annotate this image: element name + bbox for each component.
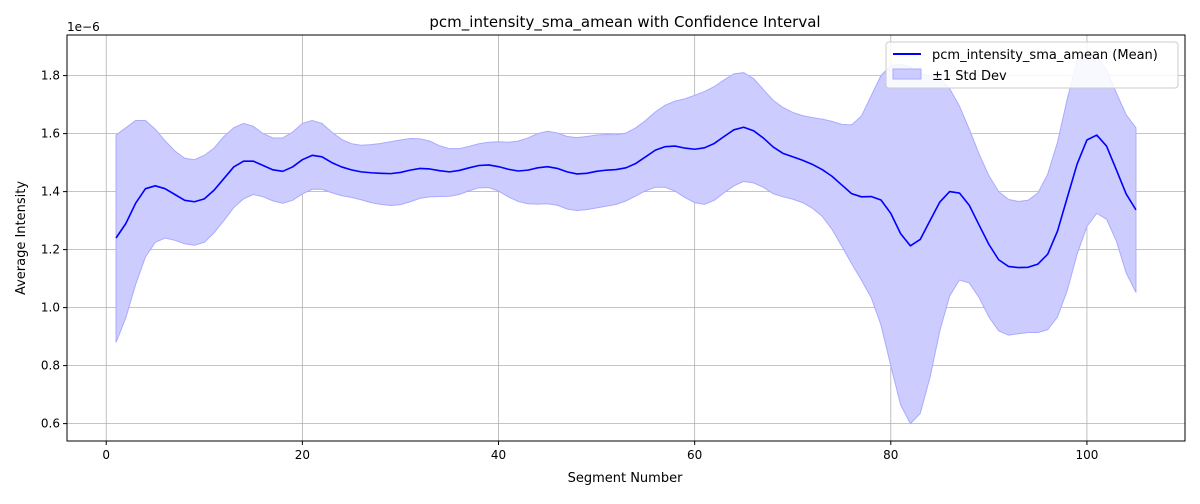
y-tick-label: 1.2 [41, 243, 60, 257]
line-layer [115, 126, 1137, 269]
y-tick-label: 0.8 [41, 359, 60, 373]
x-tick-label: 80 [883, 448, 898, 462]
std-dev-band [115, 50, 1137, 425]
x-axis-label: Segment Number [568, 471, 684, 486]
legend-label-mean: pcm_intensity_sma_amean (Mean) [932, 48, 1158, 63]
legend-label-band: ±1 Std Dev [932, 69, 1007, 84]
x-tick-label: 20 [295, 448, 310, 462]
x-tick-label: 60 [687, 448, 702, 462]
chart-title: pcm_intensity_sma_amean with Confidence … [429, 13, 820, 32]
legend: pcm_intensity_sma_amean (Mean) ±1 Std De… [885, 41, 1179, 89]
x-tick-label: 40 [491, 448, 506, 462]
plot-frame [66, 34, 1186, 442]
y-scale-label: 1e−6 [67, 20, 100, 34]
y-tick-label: 1.8 [41, 69, 60, 83]
y-tick-label: 1.0 [41, 301, 60, 315]
x-tick-label: 0 [102, 448, 110, 462]
legend-swatch-band [892, 68, 922, 80]
y-axis-label: Average Intensity [14, 181, 29, 295]
mean-line [115, 126, 1137, 269]
x-tick-label: 100 [1075, 448, 1098, 462]
band-layer [115, 50, 1137, 425]
tick-layer: 0 20 40 60 80 100 0.6 0.8 1.0 1.2 1.4 1.6 1.8 [41, 69, 1098, 462]
y-tick-label: 1.6 [41, 127, 60, 141]
y-tick-label: 0.6 [41, 417, 60, 431]
y-tick-label: 1.4 [41, 185, 60, 199]
legend-frame [885, 41, 1179, 89]
